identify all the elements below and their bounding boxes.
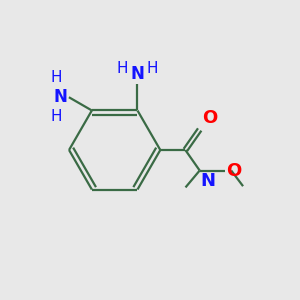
Text: H: H	[147, 61, 158, 76]
Text: N: N	[54, 88, 68, 106]
Text: H: H	[51, 109, 62, 124]
Text: N: N	[201, 172, 216, 190]
Text: O: O	[202, 109, 217, 127]
Text: N: N	[130, 64, 144, 82]
Text: O: O	[226, 161, 241, 179]
Text: H: H	[117, 61, 128, 76]
Text: H: H	[51, 70, 62, 86]
